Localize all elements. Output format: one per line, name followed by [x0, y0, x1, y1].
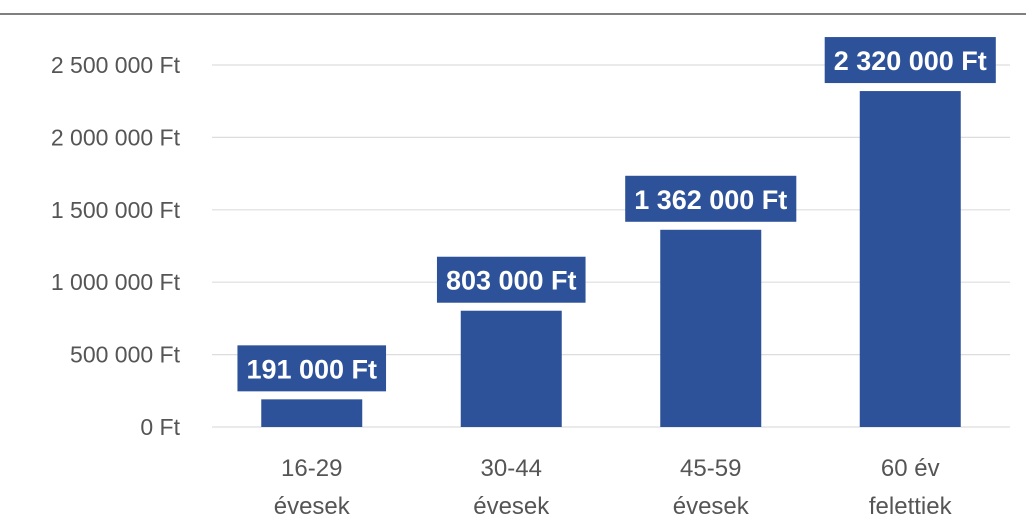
data-label: 191 000 Ft — [237, 345, 387, 392]
y-tick-label: 1 000 000 Ft — [51, 269, 181, 295]
bar — [460, 310, 562, 427]
data-label-text: 191 000 Ft — [246, 354, 377, 384]
x-category-label: 16-29 — [281, 455, 342, 482]
y-axis-tick-labels: 0 Ft 500 000 Ft 1 000 000 Ft 1 500 000 Ft 2 … — [51, 52, 181, 440]
x-category-label: 60 év — [881, 455, 940, 482]
data-label: 2 320 000 Ft — [824, 37, 996, 84]
x-category-label: évesek — [274, 493, 351, 520]
data-label-text: 803 000 Ft — [446, 266, 577, 296]
x-category-label: felettiek — [869, 493, 953, 520]
y-tick-label: 500 000 Ft — [70, 342, 181, 368]
x-category-label: évesek — [673, 493, 750, 520]
data-label: 803 000 Ft — [436, 256, 586, 303]
bar — [261, 399, 363, 427]
x-axis-category-labels: 16-29 évesek 30-44 évesek 45-59 évesek 60 év fe… — [274, 455, 953, 520]
y-tick-label: 2 000 000 Ft — [51, 124, 181, 150]
x-category-label: 30-44 — [481, 455, 542, 482]
data-label: 1 362 000 Ft — [625, 175, 797, 222]
data-label-text: 2 320 000 Ft — [834, 46, 987, 76]
data-label-text: 1 362 000 Ft — [634, 185, 787, 215]
data-label-background — [824, 37, 996, 84]
y-tick-label: 2 500 000 Ft — [51, 52, 181, 78]
data-label-background — [625, 175, 797, 222]
data-label-background — [436, 256, 586, 303]
x-category-label: 45-59 — [680, 455, 741, 482]
data-labels: 191 000 Ft 803 000 Ft 1 362 000 Ft 2 320 00… — [237, 37, 996, 392]
y-tick-label: 1 500 000 Ft — [51, 197, 181, 223]
bars — [261, 91, 961, 428]
bar — [859, 91, 961, 428]
bar — [660, 229, 762, 427]
data-label-background — [237, 345, 387, 392]
y-tick-label: 0 Ft — [140, 414, 180, 440]
x-category-label: évesek — [473, 493, 550, 520]
